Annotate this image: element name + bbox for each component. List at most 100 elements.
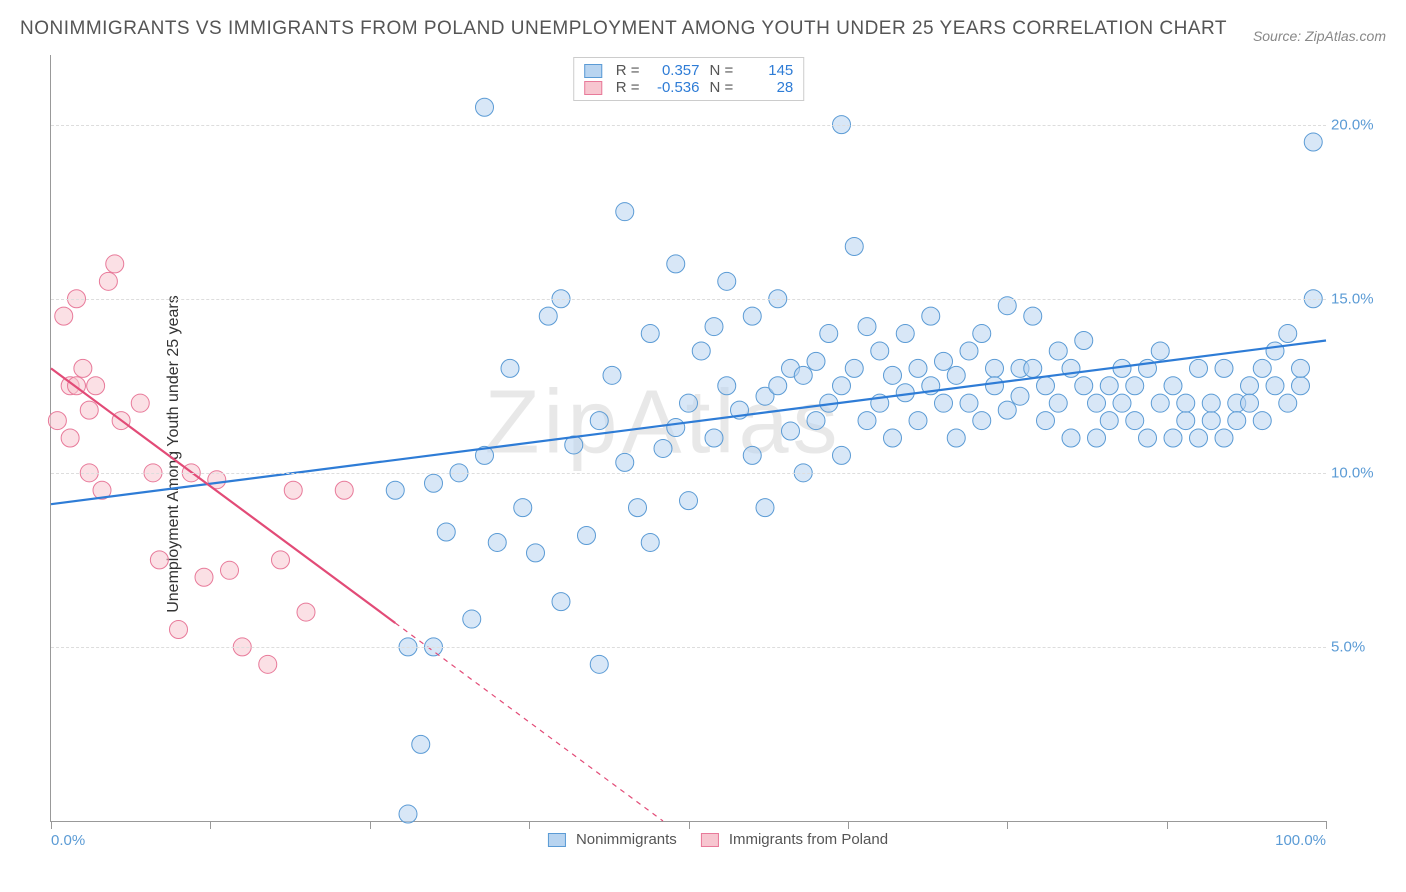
data-point	[1088, 429, 1106, 447]
data-point	[1215, 359, 1233, 377]
data-point	[514, 499, 532, 517]
data-point	[629, 499, 647, 517]
data-point	[1253, 412, 1271, 430]
source-credit: Source: ZipAtlas.com	[1253, 28, 1386, 44]
data-point	[106, 255, 124, 273]
data-point	[1075, 377, 1093, 395]
data-point	[1241, 394, 1259, 412]
x-tick	[1167, 821, 1168, 829]
gridline	[51, 647, 1326, 648]
data-point	[871, 342, 889, 360]
data-point	[845, 238, 863, 256]
data-point	[641, 325, 659, 343]
data-point	[1024, 359, 1042, 377]
x-tick	[529, 821, 530, 829]
data-point	[718, 272, 736, 290]
data-point	[1139, 429, 1157, 447]
data-point	[1202, 394, 1220, 412]
data-point	[896, 325, 914, 343]
data-point	[705, 429, 723, 447]
x-tick	[689, 821, 690, 829]
data-point	[1037, 377, 1055, 395]
data-point	[1228, 412, 1246, 430]
data-point	[488, 533, 506, 551]
data-point	[259, 655, 277, 673]
data-point	[131, 394, 149, 412]
data-point	[1164, 377, 1182, 395]
data-point	[99, 272, 117, 290]
data-point	[947, 366, 965, 384]
data-point	[986, 377, 1004, 395]
data-point	[1126, 377, 1144, 395]
data-point	[1279, 325, 1297, 343]
data-point	[833, 446, 851, 464]
y-tick-label: 5.0%	[1331, 638, 1386, 655]
data-point	[973, 412, 991, 430]
plot-area: ZipAtlas R = 0.357 N = 145 R = -0.536 N …	[50, 55, 1326, 822]
data-point	[1037, 412, 1055, 430]
data-point	[578, 526, 596, 544]
legend-label-b: Immigrants from Poland	[729, 831, 888, 848]
data-point	[769, 377, 787, 395]
x-tick	[370, 821, 371, 829]
data-point	[590, 655, 608, 673]
x-tick-label: 100.0%	[1275, 832, 1326, 849]
data-point	[1100, 377, 1118, 395]
data-point	[399, 805, 417, 823]
data-point	[195, 568, 213, 586]
data-point	[412, 735, 430, 753]
data-point	[1266, 342, 1284, 360]
data-point	[858, 412, 876, 430]
y-tick-label: 20.0%	[1331, 116, 1386, 133]
y-tick-label: 15.0%	[1331, 290, 1386, 307]
data-point	[616, 203, 634, 221]
data-point	[463, 610, 481, 628]
data-point	[1202, 412, 1220, 430]
data-point	[80, 401, 98, 419]
data-point	[998, 401, 1016, 419]
data-point	[61, 429, 79, 447]
data-point	[947, 429, 965, 447]
data-point	[386, 481, 404, 499]
data-point	[845, 359, 863, 377]
data-point	[87, 377, 105, 395]
data-point	[1164, 429, 1182, 447]
data-point	[1266, 377, 1284, 395]
data-point	[170, 621, 188, 639]
data-point	[1292, 377, 1310, 395]
data-point	[935, 394, 953, 412]
data-point	[935, 352, 953, 370]
plot-svg	[51, 55, 1326, 821]
data-point	[743, 446, 761, 464]
data-point	[1062, 429, 1080, 447]
legend-label-a: Nonimmigrants	[576, 831, 677, 848]
data-point	[48, 412, 66, 430]
data-point	[705, 318, 723, 336]
data-point	[794, 366, 812, 384]
data-point	[743, 307, 761, 325]
data-point	[922, 307, 940, 325]
data-point	[539, 307, 557, 325]
data-point	[1304, 133, 1322, 151]
data-point	[1215, 429, 1233, 447]
data-point	[718, 377, 736, 395]
data-point	[590, 412, 608, 430]
data-point	[807, 352, 825, 370]
data-point	[1151, 394, 1169, 412]
data-point	[692, 342, 710, 360]
data-point	[1151, 342, 1169, 360]
data-point	[1177, 394, 1195, 412]
data-point	[335, 481, 353, 499]
data-point	[1088, 394, 1106, 412]
data-point	[425, 474, 443, 492]
swatch-series-b	[701, 833, 719, 847]
data-point	[654, 439, 672, 457]
data-point	[1253, 359, 1271, 377]
data-point	[1049, 394, 1067, 412]
gridline	[51, 473, 1326, 474]
data-point	[667, 419, 685, 437]
data-point	[527, 544, 545, 562]
x-tick-label: 0.0%	[51, 832, 85, 849]
data-point	[986, 359, 1004, 377]
gridline	[51, 299, 1326, 300]
